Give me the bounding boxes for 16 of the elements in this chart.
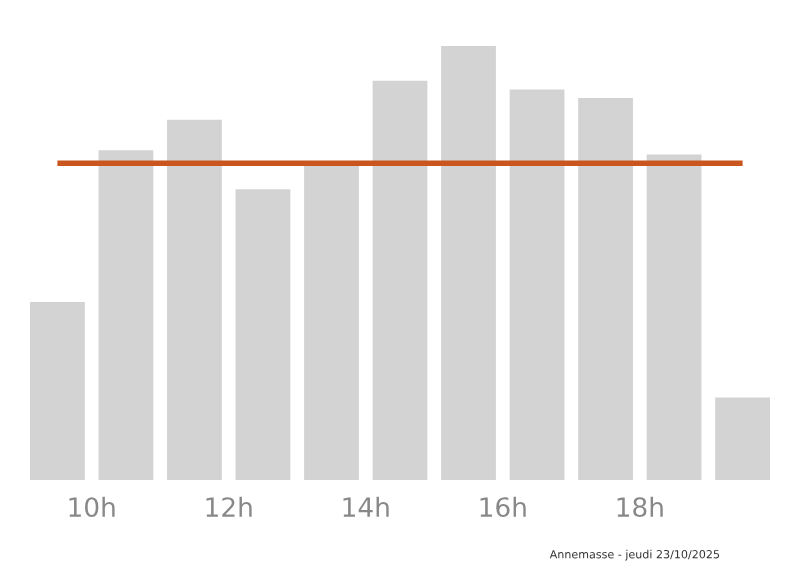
bar — [715, 397, 770, 480]
bar — [30, 302, 85, 480]
bar — [167, 119, 222, 480]
bar — [578, 98, 633, 480]
x-tick-label: 16h — [480, 496, 526, 518]
x-tick-label: 10h — [69, 496, 115, 518]
bar — [304, 163, 359, 480]
x-tick-label: 18h — [617, 496, 663, 518]
bar — [235, 189, 291, 480]
bar — [372, 80, 428, 480]
bar — [98, 150, 154, 480]
bar — [646, 154, 702, 480]
x-tick-label: 14h — [343, 496, 389, 517]
x-tick-label: 12h — [206, 496, 252, 517]
bar — [441, 46, 496, 480]
bar — [509, 89, 565, 480]
